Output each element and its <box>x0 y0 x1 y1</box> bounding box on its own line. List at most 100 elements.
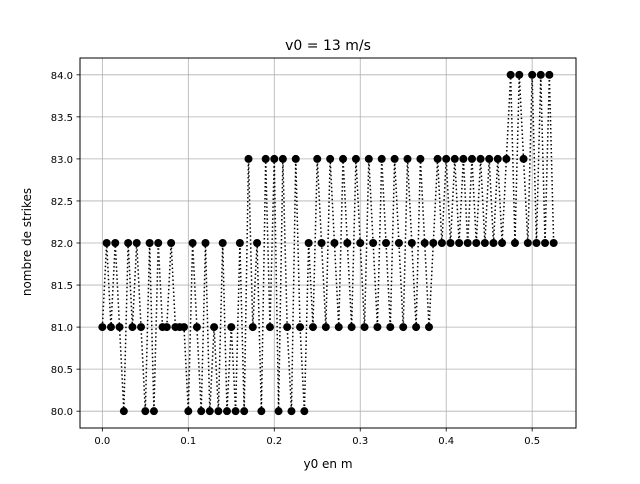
data-point <box>407 239 416 247</box>
data-point <box>442 154 451 163</box>
data-point <box>351 154 360 163</box>
data-point <box>515 70 524 79</box>
data-point <box>184 407 193 416</box>
data-point <box>403 154 412 163</box>
data-point <box>510 239 519 247</box>
y-tick-label: 82.0 <box>51 239 73 250</box>
data-point <box>137 323 146 332</box>
tick-layer: 0.0 0.1 0.2 0.3 0.4 0.5 80.0 80.5 81.0 81.5 82.0 82… <box>51 71 540 447</box>
data-point <box>115 323 124 332</box>
data-point <box>278 154 287 163</box>
data-point <box>240 407 249 416</box>
data-point <box>532 239 541 247</box>
data-point <box>373 323 382 332</box>
data-point <box>222 407 231 416</box>
data-point <box>506 70 515 79</box>
data-point <box>467 154 476 163</box>
data-point <box>476 154 485 163</box>
x-tick-label: 0.5 <box>524 436 540 447</box>
data-point <box>498 239 507 247</box>
data-point <box>485 154 494 163</box>
data-point <box>339 154 348 163</box>
data-point <box>124 239 133 247</box>
data-point <box>102 239 111 247</box>
chart-title: v0 = 13 m/s <box>285 38 371 54</box>
data-point <box>364 154 373 163</box>
x-tick-label: 0.1 <box>180 436 196 447</box>
data-point <box>287 407 296 416</box>
data-point <box>261 154 270 163</box>
data-point <box>265 323 274 332</box>
data-point <box>119 407 128 416</box>
data-point <box>394 239 403 247</box>
data-point <box>231 407 240 416</box>
x-tick-label: 0.4 <box>438 436 454 447</box>
data-point <box>334 323 343 332</box>
data-point <box>253 239 262 247</box>
data-point <box>549 239 558 247</box>
data-point <box>347 323 356 332</box>
series-line <box>101 74 555 412</box>
data-point <box>425 323 434 332</box>
x-tick-label: 0.3 <box>352 436 368 447</box>
data-point <box>326 154 335 163</box>
data-point <box>433 154 442 163</box>
data-point <box>360 323 369 332</box>
data-point <box>149 407 158 416</box>
y-tick-label: 81.0 <box>51 323 73 334</box>
data-point <box>472 239 481 247</box>
data-point <box>141 407 150 416</box>
data-point <box>502 154 511 163</box>
x-tick-label: 0.2 <box>266 436 282 447</box>
data-point <box>330 239 339 247</box>
y-tick-label: 80.0 <box>51 407 73 418</box>
data-point <box>248 323 257 332</box>
data-point <box>455 239 464 247</box>
data-point <box>412 323 421 332</box>
data-point <box>420 239 429 247</box>
data-point <box>162 323 171 332</box>
data-point <box>489 239 498 247</box>
data-point <box>210 323 219 332</box>
y-tick-label: 82.5 <box>51 197 73 208</box>
data-point <box>270 154 279 163</box>
data-point <box>528 70 537 79</box>
data-point <box>480 239 489 247</box>
data-point <box>390 154 399 163</box>
data-point <box>145 239 154 247</box>
y-tick-label: 83.0 <box>51 155 73 166</box>
y-tick-label: 81.5 <box>51 281 73 292</box>
data-point <box>244 154 253 163</box>
data-point <box>519 154 528 163</box>
data-point <box>197 407 206 416</box>
data-point <box>296 323 305 332</box>
data-point <box>450 154 459 163</box>
data-point <box>283 323 292 332</box>
data-point <box>300 407 309 416</box>
data-point <box>437 239 446 247</box>
x-axis-label: y0 en m <box>303 457 352 471</box>
data-point <box>536 70 545 79</box>
series-marker-layer <box>98 70 558 416</box>
data-point <box>386 323 395 332</box>
y-tick-label: 83.5 <box>51 113 73 124</box>
data-point <box>356 239 365 247</box>
data-point <box>446 239 455 247</box>
series-line-layer <box>101 74 555 412</box>
data-point <box>291 154 300 163</box>
data-point <box>377 154 386 163</box>
data-point <box>218 239 227 247</box>
data-point <box>429 239 438 247</box>
data-point <box>227 323 236 332</box>
data-point <box>541 239 550 247</box>
data-point <box>463 239 472 247</box>
data-point <box>167 239 176 247</box>
data-point <box>545 70 554 79</box>
data-point <box>459 154 468 163</box>
data-point <box>132 239 141 247</box>
y-tick-label: 84.0 <box>51 71 73 82</box>
x-tick-label: 0.0 <box>94 436 110 447</box>
data-point <box>214 407 223 416</box>
